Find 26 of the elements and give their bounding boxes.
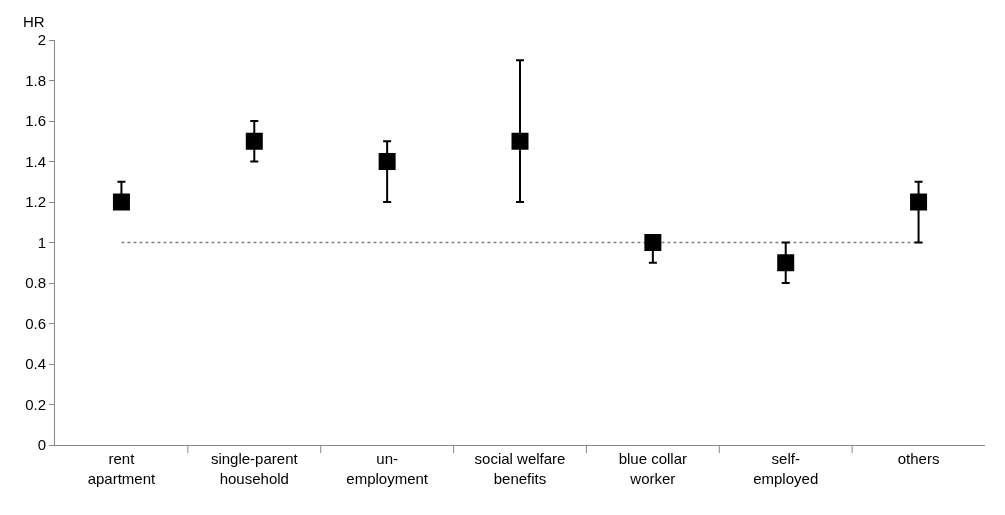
- y-tick-label: 1.4: [25, 152, 46, 170]
- y-axis-title: HR: [23, 13, 45, 30]
- point: [777, 254, 795, 272]
- y-tick-label: 1.6: [25, 112, 46, 130]
- point: [644, 234, 662, 251]
- x-tick-label: single-parent household: [210, 450, 299, 487]
- y-tick-label: 0.8: [25, 274, 46, 292]
- y-tick-label: 1: [37, 233, 46, 251]
- y-tick-label: 0.4: [25, 355, 46, 373]
- y-tick-label: 0.6: [25, 314, 46, 332]
- point: [378, 153, 396, 170]
- point: [245, 132, 263, 150]
- y-tick-label: 1.2: [25, 193, 46, 211]
- y-tick-label: 1.8: [25, 71, 46, 89]
- x-tick-label: self-employed: [753, 450, 819, 487]
- point: [511, 132, 529, 150]
- point: [910, 193, 928, 211]
- point: [112, 193, 130, 211]
- x-tick-label: un-employment: [346, 450, 429, 487]
- x-tick-label: rent apartment: [87, 450, 157, 487]
- y-tick-label: 0.2: [25, 395, 46, 413]
- x-tick-label: others: [897, 450, 940, 467]
- y-tick-label: 2: [37, 31, 46, 49]
- x-tick-label: social welfare benefits: [474, 450, 566, 487]
- y-tick-label: 0: [37, 436, 46, 454]
- x-tick-label: blue collar worker: [618, 450, 688, 487]
